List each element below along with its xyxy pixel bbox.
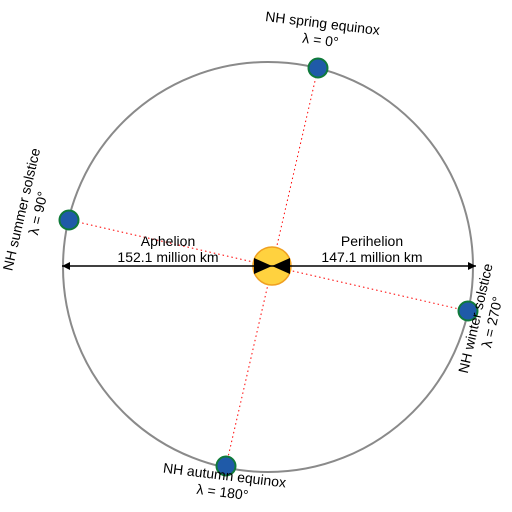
equinox-line: [225, 67, 319, 467]
earth-summer-solstice: [58, 209, 80, 231]
earth-autumn-equinox: [215, 455, 237, 477]
earth-spring-equinox: [307, 57, 329, 79]
perihelion-origin-arrowhead: [272, 258, 290, 274]
aphelion-label: Aphelion: [141, 233, 196, 249]
aphelion-origin-arrowhead: [254, 258, 272, 274]
perihelion-label: Perihelion: [341, 233, 403, 249]
spring-equinox-lambda: λ = 0°: [302, 30, 340, 50]
aphelion-distance: 152.1 million km: [117, 249, 218, 265]
earth-winter-solstice: [457, 300, 479, 322]
perihelion-distance: 147.1 million km: [321, 249, 422, 265]
solstice-line: [68, 219, 469, 312]
autumn-equinox-lambda: λ = 180°: [196, 481, 249, 503]
